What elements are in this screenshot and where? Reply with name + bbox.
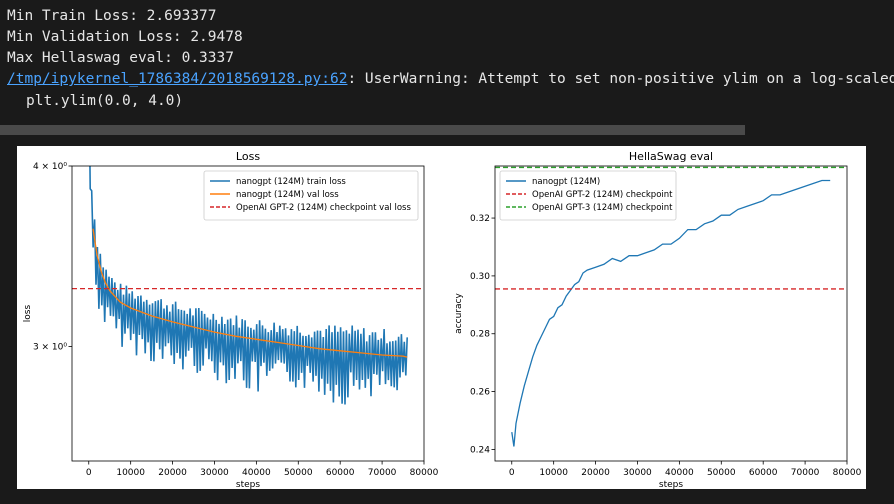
loss-ytick-label: 4 × 10⁰	[33, 162, 67, 172]
hellaswag-plot-area	[495, 166, 847, 447]
hellaswag-ytick-label: 0.24	[470, 445, 490, 455]
hellaswag-legend-label: nanogpt (124M)	[532, 177, 600, 187]
hellaswag-axes-frame	[494, 165, 848, 462]
hellaswag-chart: HellaSwag eval 0 10000 20000 30000 40000 50000…	[454, 150, 862, 490]
loss-xtick-label: 80000	[410, 468, 439, 478]
loss-ytick-label: 3 × 10⁰	[33, 343, 67, 353]
loss-xtick-label: 50000	[284, 468, 313, 478]
warning-line: /tmp/ipykernel_1786384/2018569128.py:62:…	[7, 69, 894, 90]
loss-xtick-label: 40000	[242, 468, 271, 478]
loss-legend-label: nanogpt (124M) val loss	[236, 190, 339, 200]
loss-xtick-label: 30000	[200, 468, 229, 478]
warning-code-line: plt.ylim(0.0, 4.0)	[26, 93, 184, 109]
loss-plot-area	[72, 166, 424, 405]
hellaswag-legend: nanogpt (124M) OpenAI GPT-2 (124M) checkp…	[499, 170, 677, 221]
hellaswag-xtick-label: 30000	[623, 468, 652, 478]
warning-message: UserWarning: Attempt to set non-positive…	[356, 71, 894, 87]
hellaswag-xtick-label: 70000	[791, 468, 820, 478]
hellaswag-xtick-label: 0	[509, 468, 515, 478]
warning-sep: :	[347, 71, 357, 87]
loss-xtick-label: 70000	[368, 468, 397, 478]
max-hellaswag-line: Max Hellaswag eval: 0.3337	[7, 50, 234, 66]
figure-svg: Loss 0 10000 20000 30000 40000 50000 60000 70000…	[23, 150, 862, 490]
loss-title: Loss	[236, 150, 260, 163]
loss-series-1-line	[92, 228, 408, 358]
loss-xtick-label: 10000	[116, 468, 145, 478]
loss-xlabel: steps	[236, 480, 260, 489]
figure: Loss 0 10000 20000 30000 40000 50000 60000 70000…	[17, 146, 866, 490]
loss-ylabel: loss	[23, 304, 33, 322]
hellaswag-ytick-label: 0.26	[470, 388, 490, 398]
hellaswag-xtick-label: 50000	[707, 468, 736, 478]
hellaswag-xtick-label: 80000	[833, 468, 862, 478]
min-train-loss-line: Min Train Loss: 2.693377	[7, 8, 217, 24]
hellaswag-ytick-label: 0.32	[470, 214, 490, 224]
loss-legend-box	[203, 170, 419, 221]
hellaswag-legend-label: OpenAI GPT-3 (124M) checkpoint	[532, 203, 673, 213]
loss-xtick-label: 0	[86, 468, 92, 478]
loss-legend-label: OpenAI GPT-2 (124M) checkpoint val loss	[236, 203, 411, 213]
loss-xtick-label: 20000	[158, 468, 187, 478]
hellaswag-ytick-label: 0.30	[470, 272, 490, 282]
loss-legend: nanogpt (124M) train loss nanogpt (124M) …	[203, 170, 419, 221]
hellaswag-xtick-label: 60000	[749, 468, 778, 478]
hellaswag-title: HellaSwag eval	[629, 150, 713, 163]
horizontal-scrollbar[interactable]	[0, 125, 745, 135]
hellaswag-xtick-label: 40000	[665, 468, 694, 478]
hellaswag-xlabel: steps	[659, 480, 683, 489]
hellaswag-xtick-label: 10000	[539, 468, 568, 478]
hellaswag-series-0-line	[511, 179, 831, 447]
loss-legend-label: nanogpt (124M) train loss	[236, 177, 346, 187]
loss-series-0-line	[89, 166, 408, 405]
hellaswag-xtick-label: 20000	[581, 468, 610, 478]
hellaswag-ylabel: accuracy	[454, 293, 464, 334]
hellaswag-legend-label: OpenAI GPT-2 (124M) checkpoint	[532, 190, 673, 200]
hellaswag-legend-box	[499, 170, 677, 221]
loss-chart: Loss 0 10000 20000 30000 40000 50000 60000 70000…	[23, 150, 439, 490]
warning-file-link[interactable]: /tmp/ipykernel_1786384/2018569128.py:62	[7, 71, 348, 87]
loss-xtick-label: 60000	[326, 468, 355, 478]
min-val-loss-line: Min Validation Loss: 2.9478	[7, 29, 243, 45]
hellaswag-ytick-label: 0.28	[470, 330, 490, 340]
loss-axes-frame	[71, 165, 425, 462]
